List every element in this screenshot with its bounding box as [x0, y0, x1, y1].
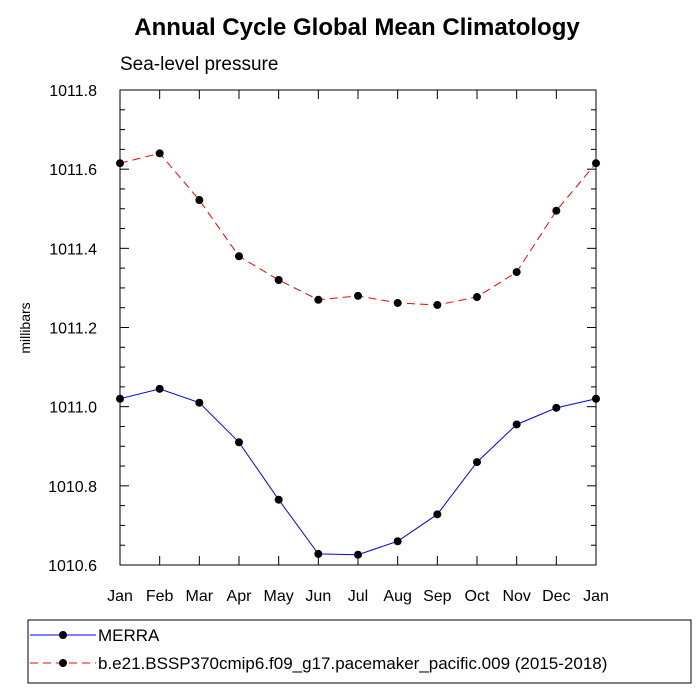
series-group [116, 149, 600, 559]
x-tick-label: May [264, 588, 294, 605]
legend-label-0: MERRA [98, 626, 160, 645]
series-0-point [354, 550, 362, 559]
legend-marker-1 [59, 659, 67, 667]
y-tick-label: 1011.8 [49, 83, 97, 100]
legend-marker-0 [59, 631, 67, 639]
legend-box [27, 619, 692, 684]
series-line-0 [119, 388, 597, 556]
y-tick-label: 1011.6 [49, 162, 97, 179]
series-1-point [314, 295, 323, 304]
series-0-point [274, 495, 283, 504]
series-0-point [195, 398, 204, 407]
x-tick-label: Jan [583, 588, 609, 605]
x-tick-label: Jan [107, 588, 133, 605]
series-0-point [155, 384, 164, 393]
series-1-point [473, 293, 481, 302]
legend-label-1: b.e21.BSSP370cmip6.f09_g17.pacemaker_pac… [98, 654, 607, 673]
series-1-point [155, 149, 164, 158]
series-line-1 [119, 152, 597, 306]
y-tick-label: 1011.2 [49, 321, 97, 338]
x-tick-label: Jul [348, 588, 368, 605]
chart-subtitle: Sea-level pressure [120, 54, 278, 75]
series-1-point [195, 196, 204, 205]
series-0-point [592, 394, 600, 403]
series-0-point [433, 510, 442, 519]
y-tick-label: 1010.6 [48, 558, 97, 575]
series-1-point [512, 268, 521, 277]
series-1-point [116, 159, 124, 168]
x-tick-label: Sep [423, 588, 452, 605]
y-tick-label: 1011.4 [49, 241, 97, 258]
series-0-point [116, 394, 124, 403]
x-tick-label: Feb [146, 588, 174, 605]
series-0-point [235, 438, 243, 447]
y-tick-label: 1010.8 [48, 479, 97, 496]
x-tick-labels: Jan Feb Mar Apr May Jun Jul Aug Sep Oct Nov Dec Jan [107, 588, 609, 605]
x-tick-label: Aug [383, 588, 411, 605]
series-0-point [314, 549, 323, 558]
x-tick-label: Jun [305, 588, 331, 605]
series-1-point [433, 300, 442, 309]
legend: MERRA b.e21.BSSP370cmip6.f09_g17.pacemake… [30, 626, 607, 673]
series-0-point [512, 420, 521, 429]
x-tick-label: Dec [542, 588, 570, 605]
x-tick-label: Mar [186, 588, 214, 605]
series-0-point [552, 403, 561, 412]
plot-frame [119, 89, 597, 566]
series-0-point [473, 458, 481, 467]
series-1-point [393, 298, 402, 307]
chart-title: Annual Cycle Global Mean Climatology [134, 14, 580, 41]
series-1-point [592, 159, 600, 168]
series-1-point [354, 291, 362, 300]
series-0-point [393, 537, 402, 546]
y-axis-label: millibars [17, 302, 33, 353]
y-tick-label: 1011.0 [49, 400, 97, 417]
series-1-point [274, 276, 283, 284]
x-tick-label: Nov [502, 588, 530, 605]
series-1-point [235, 252, 243, 261]
x-tick-label: Apr [227, 588, 253, 605]
series-1-point [552, 206, 561, 215]
axis-ticks [119, 89, 597, 566]
y-tick-labels: 1010.6 1010.8 1011.0 1011.2 1011.4 1011.6 1011… [48, 83, 97, 575]
x-tick-label: Oct [465, 588, 490, 605]
